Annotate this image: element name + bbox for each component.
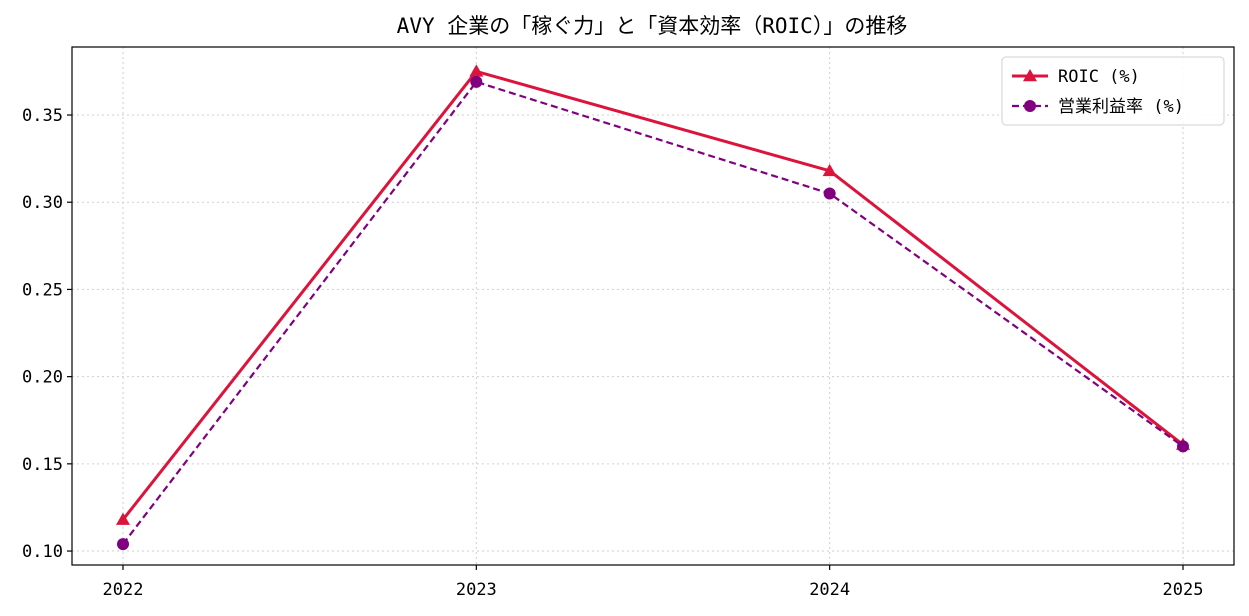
- y-tick-label: 0.35: [22, 106, 63, 126]
- axis-ticks: 0.10 0.15 0.20 0.25 0.30 0.35 2022 2023 2024 2025: [22, 106, 1203, 600]
- data-point: [823, 187, 836, 200]
- legend-box: [1001, 56, 1225, 126]
- legend: ROIC (%) 営業利益率 (%): [1001, 56, 1225, 126]
- grid: [72, 47, 1234, 565]
- data-point: [470, 75, 483, 88]
- x-tick-label: 2024: [809, 580, 850, 600]
- series-line: [122, 80, 1184, 545]
- chart-title: AVY 企業の「稼ぐ力」と「資本効率（ROIC）」の推移: [397, 14, 908, 38]
- plot-area-frame: [71, 46, 1235, 566]
- data-point: [822, 163, 837, 177]
- series-operating-margin: [117, 75, 1189, 551]
- legend-marker: [1024, 100, 1036, 112]
- data-point: [1177, 440, 1189, 453]
- data-point: [469, 64, 484, 77]
- data-point: [117, 538, 129, 551]
- series-layer: [116, 64, 1190, 551]
- y-tick-label: 0.25: [22, 280, 63, 300]
- y-tick-label: 0.30: [22, 193, 63, 213]
- legend-entry: 営業利益率 (%): [1012, 97, 1184, 117]
- legend-entry: ROIC (%): [1012, 67, 1140, 87]
- data-point: [116, 512, 130, 525]
- y-tick-label: 0.20: [22, 368, 63, 388]
- series-roic: [116, 64, 1190, 525]
- x-tick-label: 2022: [103, 580, 144, 600]
- y-tick-label: 0.15: [22, 455, 63, 475]
- legend-marker: [1023, 69, 1037, 82]
- x-tick-label: 2025: [1163, 580, 1204, 600]
- legend-label: 営業利益率 (%): [1058, 97, 1184, 117]
- series-line: [121, 69, 1184, 521]
- legend-label: ROIC (%): [1058, 67, 1140, 87]
- x-tick-label: 2023: [456, 580, 497, 600]
- y-tick-label: 0.10: [22, 542, 63, 562]
